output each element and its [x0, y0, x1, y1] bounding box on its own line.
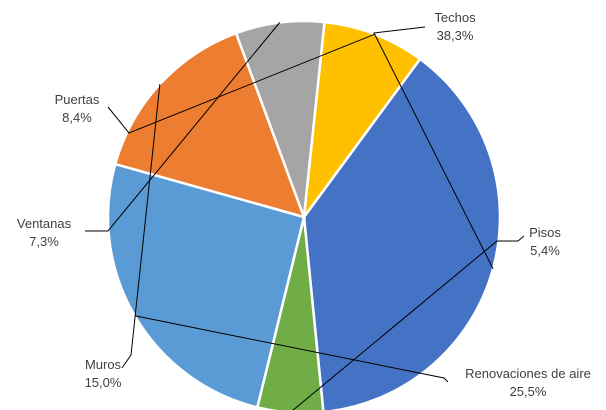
leader-line-techos [373, 26, 494, 269]
slice-percent-value: 5,4% [530, 243, 560, 258]
slice-label-ventanas: Ventanas 7,3% [17, 216, 72, 249]
leader-line-renovaciones-de-aire [134, 315, 449, 383]
leader-lines [85, 22, 525, 410]
slice-percent-value: 8,4% [62, 110, 92, 125]
slice-label-pisos: Pisos 5,4% [529, 225, 561, 258]
slice-label-puertas: Puertas 8,4% [55, 92, 100, 125]
slice-percent-value: 15,0% [85, 375, 122, 390]
slice-percent-value: 25,5% [510, 384, 547, 399]
slice-category-name: Muros [85, 357, 122, 372]
pie-slices [106, 19, 502, 410]
slice-category-name: Renovaciones de aire [465, 366, 591, 381]
slice-category-name: Ventanas [17, 216, 72, 231]
slice-percent-value: 7,3% [29, 234, 59, 249]
slice-category-name: Pisos [529, 225, 561, 240]
slice-label-techos: Techos 38,3% [434, 10, 476, 43]
pie-slice-techos [302, 57, 502, 410]
slice-labels: Techos 38,3% Pisos 5,4% Renovaciones de aire… [17, 10, 591, 399]
slice-label-muros: Muros 15,0% [85, 357, 122, 390]
leader-line-pisos [292, 235, 525, 410]
leader-line-ventanas [85, 22, 281, 232]
slice-category-name: Techos [434, 10, 476, 25]
slice-percent-value: 38,3% [437, 28, 474, 43]
leader-line-puertas [107, 33, 375, 134]
leader-line-muros [121, 84, 161, 369]
slice-label-renovaciones-de-aire: Renovaciones de aire 25,5% [465, 366, 591, 399]
pie-slice-muros [113, 31, 307, 219]
slice-category-name: Puertas [55, 92, 100, 107]
